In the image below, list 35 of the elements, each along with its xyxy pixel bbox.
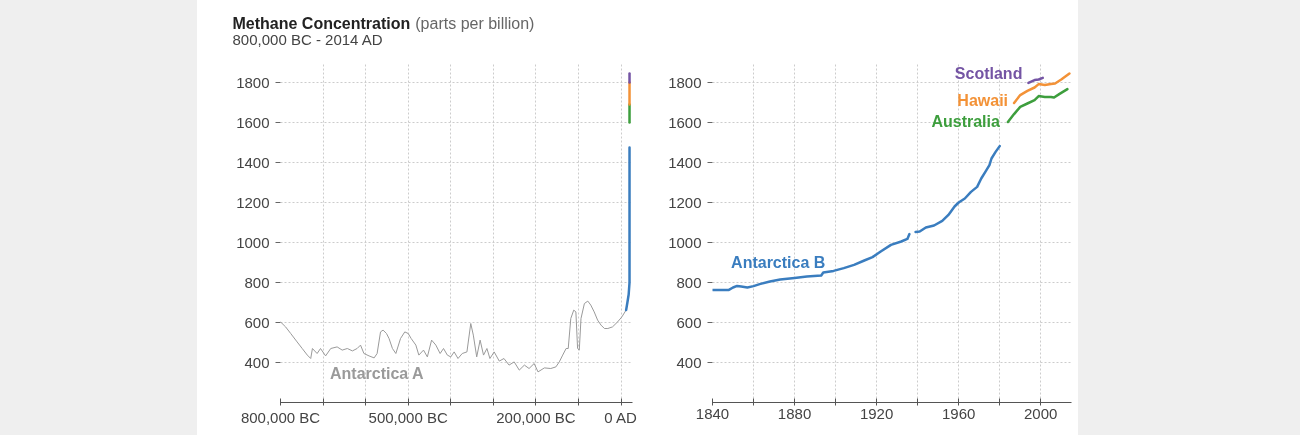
y-tick-label: 1000: [668, 233, 702, 251]
y-tick-label: 1400: [236, 153, 270, 171]
y-axis-title: (parts per billion): [415, 15, 535, 32]
x-tick-label: 200,000 BC: [496, 408, 576, 426]
x-tick-label: 1840: [695, 404, 730, 422]
y-tick-label: 600: [244, 313, 270, 331]
chart-subtitle: 800,000 BC - 2014 AD: [232, 31, 383, 48]
x-tick-label: 2000: [1024, 404, 1058, 422]
y-tick-label: 1200: [236, 193, 270, 211]
line-series: [624, 146, 631, 312]
y-tick-label: 400: [676, 353, 702, 371]
y-tick-label: 1200: [668, 193, 702, 211]
y-tick-label: 1600: [668, 113, 702, 131]
x-tick-label: 800,000 BC: [240, 408, 321, 426]
y-tick-label: 1800: [236, 73, 270, 91]
x-tick-label: 0 AD: [604, 408, 638, 426]
y-tick-label: 600: [676, 313, 702, 331]
series-label: Australia: [931, 113, 1001, 131]
line-series: [1006, 87, 1069, 124]
x-tick-label: 500,000 BC: [368, 408, 448, 426]
x-tick-label: 1960: [941, 404, 976, 422]
x-tick-label: 1920: [859, 404, 894, 422]
y-tick-label: 800: [244, 273, 270, 291]
y-tick-label: 400: [244, 353, 270, 371]
y-tick-label: 1000: [236, 233, 270, 251]
series-label: Antarctica B: [731, 253, 826, 271]
chart-title: Methane Concentration: [232, 15, 411, 32]
y-tick-label: 1800: [668, 73, 702, 91]
series-label: Scotland: [954, 65, 1023, 83]
y-tick-label: 1400: [668, 153, 702, 171]
series-label: Antarctica A: [330, 364, 425, 382]
series-label: Hawaii: [957, 92, 1009, 110]
x-tick-label: 1880: [777, 404, 812, 422]
y-tick-label: 1600: [236, 113, 270, 131]
y-tick-label: 800: [676, 273, 702, 291]
